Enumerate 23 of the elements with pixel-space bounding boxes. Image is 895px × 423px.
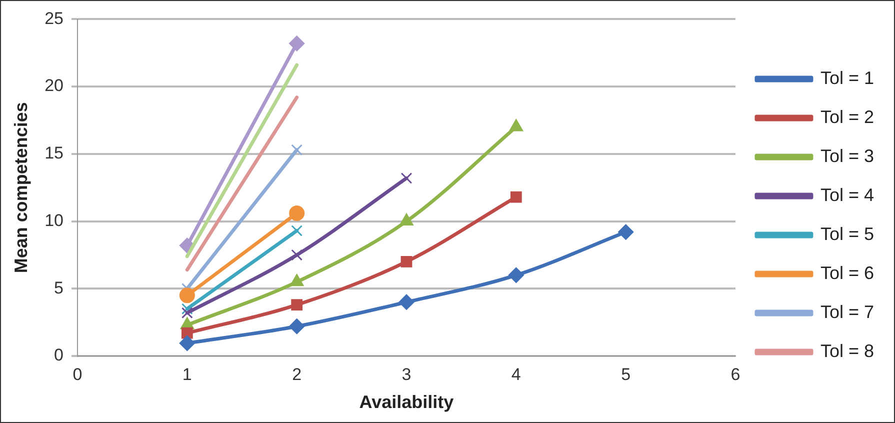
legend-label: Tol = 1 [820,68,874,88]
legend-label: Tol = 6 [820,262,874,283]
x-tick-label: 4 [511,364,521,384]
legend-label: Tol = 4 [820,184,874,205]
y-tick-label: 5 [54,278,64,298]
legend-label: Tol = 5 [820,224,874,244]
y-axis-title: Mean competencies [10,102,31,274]
x-axis-title: Availability [359,392,454,412]
y-tick-label: 10 [44,210,64,230]
y-tick-label: 25 [44,8,64,28]
y-tick-label: 20 [44,76,64,96]
x-tick-label: 5 [621,364,631,384]
legend-label: Tol = 2 [820,106,874,127]
legend-label: Tol = 3 [820,146,874,166]
y-tick-label: 0 [54,346,64,365]
x-tick-label: 2 [292,364,302,384]
legend-label: Tol = 8 [820,340,874,361]
y-tick-label: 15 [44,144,64,163]
legend-label: Tol = 7 [820,302,874,322]
x-tick-label: 0 [72,364,82,384]
x-tick-label: 6 [730,364,740,384]
x-tick-label: 1 [182,364,192,384]
x-tick-label: 3 [402,364,412,384]
